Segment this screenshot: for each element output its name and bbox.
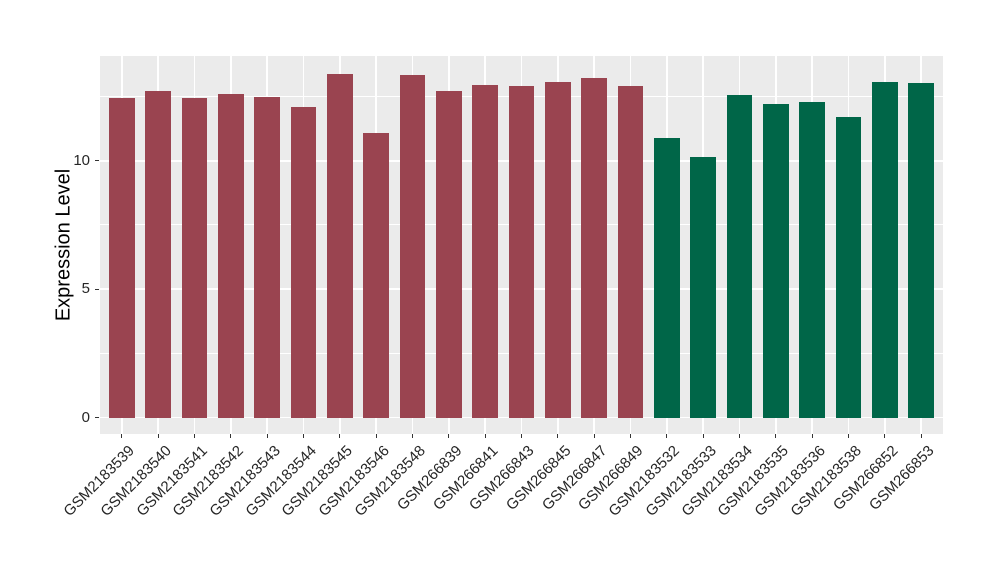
x-tick-mark (484, 433, 486, 438)
x-tick-mark (775, 433, 777, 438)
bar (835, 116, 862, 418)
bar (109, 97, 135, 418)
bar (763, 103, 789, 418)
bar (654, 138, 680, 418)
bar (690, 156, 716, 418)
x-tick-mark (847, 433, 850, 438)
x-tick-mark (557, 433, 559, 438)
bar (726, 95, 753, 418)
x-tick-mark (520, 433, 523, 438)
x-tick-mark (593, 433, 595, 438)
bar (363, 132, 389, 418)
x-tick-mark (920, 433, 922, 438)
bar (327, 73, 353, 418)
x-tick-mark (411, 433, 414, 438)
bar (290, 107, 317, 418)
x-tick-mark (193, 433, 196, 438)
y-tick-mark (95, 160, 99, 162)
bar (436, 90, 462, 418)
bar (508, 86, 535, 418)
bar (181, 98, 208, 418)
x-tick-mark (884, 433, 886, 438)
x-tick-mark (702, 433, 704, 438)
bar (145, 91, 171, 418)
y-tick-mark (95, 288, 99, 290)
x-tick-mark (121, 433, 123, 438)
bar (254, 96, 280, 418)
x-tick-mark (302, 433, 305, 438)
bar (472, 85, 498, 418)
bar (872, 81, 898, 418)
bar (545, 82, 571, 418)
bar (218, 94, 244, 418)
bar (399, 75, 426, 418)
x-tick-mark (811, 433, 813, 438)
x-tick-mark (339, 433, 341, 438)
bar (799, 101, 825, 418)
bar (581, 78, 607, 418)
y-tick-label: 0 (81, 408, 90, 426)
plot-panel (100, 56, 943, 434)
y-axis-title: Expression Level (52, 168, 75, 321)
bar (908, 83, 934, 418)
x-tick-mark (375, 433, 377, 438)
bar (617, 86, 644, 418)
x-tick-mark (157, 433, 159, 438)
y-tick-label: 10 (73, 151, 90, 169)
x-tick-mark (666, 433, 668, 438)
x-tick-mark (629, 433, 632, 438)
y-tick-mark (95, 416, 99, 419)
x-tick-mark (230, 433, 232, 438)
x-tick-mark (738, 433, 741, 438)
x-tick-mark (448, 433, 450, 438)
y-tick-label: 5 (81, 280, 90, 298)
x-tick-mark (266, 433, 268, 438)
